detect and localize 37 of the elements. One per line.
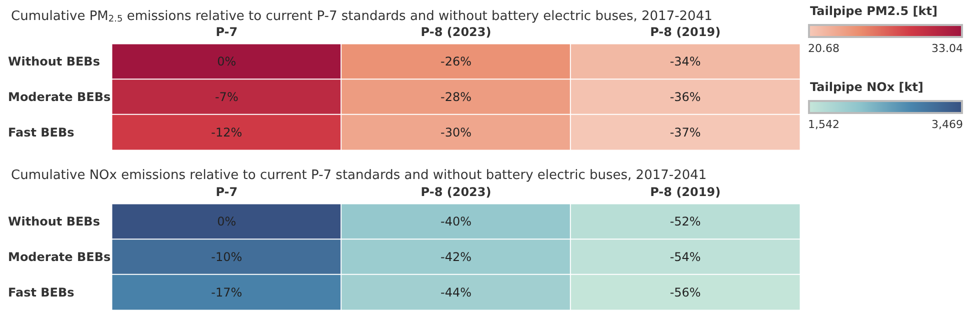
y-tick-label: Moderate BEBs <box>8 90 111 104</box>
data-label: 0% <box>217 214 236 229</box>
data-label: -44% <box>440 285 472 300</box>
data-label: -36% <box>670 90 701 104</box>
data-label: 0% <box>217 54 236 69</box>
text: 3,469 <box>932 118 963 131</box>
data-label: -56% <box>670 285 701 300</box>
data-label: -54% <box>670 250 701 264</box>
data-label: -10% <box>211 250 242 264</box>
data-label: -7% <box>214 90 238 104</box>
text: Tailpipe PM2.5 [kt] <box>810 4 938 18</box>
data-label: -30% <box>440 125 472 140</box>
data-label: -17% <box>211 285 242 300</box>
x-tick-label: P-8 (2019) <box>650 185 721 199</box>
text: 1,542 <box>808 118 840 131</box>
text: Tailpipe NOx [kt] <box>810 80 924 94</box>
data-label: -37% <box>670 125 701 140</box>
data-label: -34% <box>670 54 701 69</box>
x-tick-label: P-7 <box>216 185 238 199</box>
y-tick-label: Fast BEBs <box>8 125 74 140</box>
x-tick-label: P-8 (2023) <box>420 25 492 39</box>
y-tick-label: Without BEBs <box>8 214 100 229</box>
x-tick-label: P-7 <box>216 25 238 39</box>
y-tick-label: Without BEBs <box>8 54 100 69</box>
data-label: -52% <box>670 214 701 229</box>
y-tick-label: Moderate BEBs <box>8 250 111 264</box>
x-tick-label: P-8 (2019) <box>650 25 721 39</box>
text: 20.68 <box>808 42 840 55</box>
data-label: -40% <box>440 214 472 229</box>
data-label: -28% <box>440 90 472 104</box>
y-tick-label: Fast BEBs <box>8 285 74 300</box>
chart-title: Cumulative NOx emissions relative to current P-7 standards and without battery electric buses, 2017-2041 <box>11 168 707 183</box>
data-label: -12% <box>211 125 242 140</box>
x-tick-label: P-8 (2023) <box>420 185 492 199</box>
text: 33.04 <box>932 42 963 55</box>
data-label: -42% <box>440 250 472 264</box>
data-label: -26% <box>440 54 472 69</box>
